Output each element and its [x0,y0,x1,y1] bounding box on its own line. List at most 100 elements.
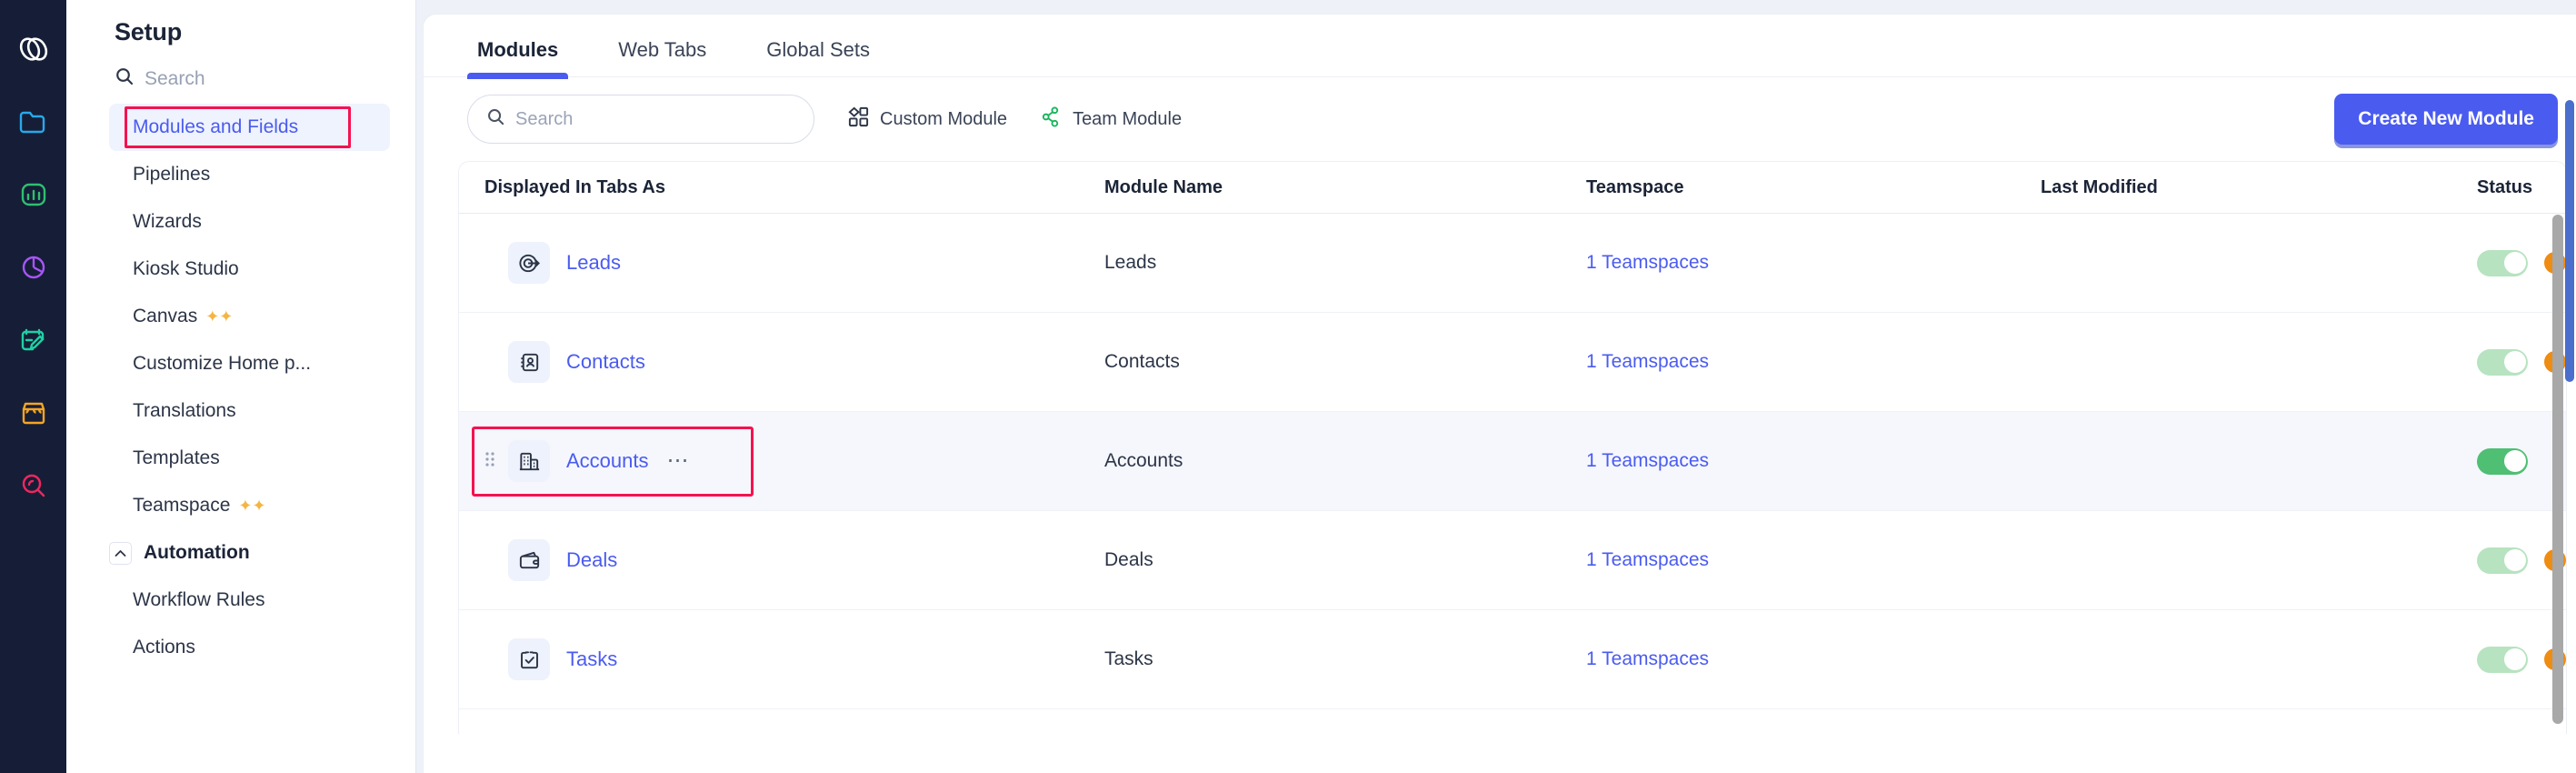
logo-icon[interactable] [0,13,66,85]
module-link[interactable]: Accounts [566,449,649,472]
search-input[interactable]: Search [467,95,814,144]
sidebar-search-placeholder: Search [145,67,205,89]
tab-modules[interactable]: Modules [467,38,569,79]
search-icon [486,107,505,131]
marketplace-icon[interactable] [0,376,66,449]
module-link[interactable]: Leads [566,251,621,274]
status-toggle[interactable] [2477,249,2528,276]
sidebar-item-label: Translations [133,400,236,421]
create-new-module-button[interactable]: Create New Module [2334,94,2558,145]
sidebar-group-label: Automation [144,542,250,563]
bar-chart-icon[interactable] [0,158,66,231]
building-icon [508,440,550,482]
sparkle-icon: ✦✦ [238,497,266,515]
table-row[interactable]: Leads ⋯ Leads 1 Teamspaces i [459,214,2566,313]
sidebar-item-wizards[interactable]: Wizards [109,198,390,246]
teamspace-link[interactable]: 1 Teamspaces [1586,549,1710,570]
teamspace-link[interactable]: 1 Teamspaces [1586,648,1710,669]
module-name-cell: Tasks [1104,648,1153,669]
custom-module-label: Custom Module [880,108,1008,129]
sidebar-item-customize-home-page[interactable]: Customize Home p... [109,340,390,387]
contact-card-icon [508,341,550,383]
table-header-row: Displayed In Tabs As Module Name Teamspa… [459,162,2566,214]
table-row[interactable]: Contacts ⋯ Contacts 1 Teamspaces i [459,313,2566,412]
team-module-button[interactable]: Team Module [1040,105,1182,134]
sidebar-item-label: Wizards [133,211,202,232]
search-placeholder: Search [515,108,574,129]
team-module-icon [1040,105,1063,134]
sidebar-item-modules-and-fields[interactable]: Modules and Fields [109,104,390,151]
sidebar-item-translations[interactable]: Translations [109,387,390,435]
teamspace-link[interactable]: 1 Teamspaces [1586,351,1710,372]
folder-icon[interactable] [0,85,66,158]
table-row[interactable]: Tasks ⋯ Tasks 1 Teamspaces i [459,610,2566,709]
main-content: Modules Web Tabs Global Sets Search [416,0,2576,773]
sidebar-item-teamspace[interactable]: Teamspace ✦✦ [109,482,390,529]
modules-table: Displayed In Tabs As Module Name Teamspa… [458,161,2567,734]
chevron-up-icon[interactable] [109,541,132,565]
page-title: Setup [115,18,183,45]
sidebar-item-label: Kiosk Studio [133,258,239,279]
search-insight-icon[interactable] [0,449,66,522]
sidebar-item-label: Templates [133,447,220,468]
teamspace-link[interactable]: 1 Teamspaces [1586,450,1710,471]
page-scrollbar-thumb[interactable] [2565,100,2574,382]
sidebar-search[interactable]: Search [66,46,415,91]
module-link[interactable]: Deals [566,548,618,571]
table-row[interactable]: Meetings ⋯ Meetings 1 Teamspaces i [459,709,2566,734]
wallet-icon [508,539,550,581]
status-toggle[interactable] [2477,447,2528,475]
target-icon [508,242,550,284]
module-link[interactable]: Tasks [566,648,618,670]
table-row[interactable]: Deals ⋯ Deals 1 Teamspaces i [459,511,2566,610]
module-link[interactable]: Contacts [566,350,645,373]
setup-sidebar: Setup Search Modules and Fields Pipeline… [66,0,416,773]
status-toggle[interactable] [2477,646,2528,673]
app-icon-rail [0,0,66,773]
sidebar-item-canvas[interactable]: Canvas ✦✦ [109,293,390,340]
sidebar-item-label: Customize Home p... [133,353,312,374]
module-name-cell: Deals [1104,549,1153,570]
column-header-displayed-in-tabs-as: Displayed In Tabs As [484,176,665,197]
row-more-options-icon[interactable]: ⋯ [666,448,691,473]
sidebar-item-pipelines[interactable]: Pipelines [109,151,390,198]
sidebar-item-kiosk-studio[interactable]: Kiosk Studio [109,246,390,293]
tab-web-tabs[interactable]: Web Tabs [618,38,707,61]
module-name-cell: Accounts [1104,450,1183,471]
sidebar-item-label: Teamspace [133,495,231,516]
column-header-last-modified: Last Modified [2041,176,2158,197]
pie-chart-icon[interactable] [0,231,66,304]
custom-module-button[interactable]: Custom Module [847,105,1007,134]
team-module-label: Team Module [1073,108,1183,129]
search-icon [115,66,135,91]
table-scrollbar[interactable] [2552,215,2563,724]
teamspace-link[interactable]: 1 Teamspaces [1586,252,1710,273]
sidebar-item-label: Pipelines [133,164,211,185]
drag-handle-icon[interactable] [484,450,504,473]
sidebar-item-label: Actions [133,637,195,658]
calendar-edit-icon[interactable] [0,304,66,376]
module-name-cell: Leads [1104,252,1157,273]
toolbar: Search Custom Module [424,77,2576,161]
clipboard-check-icon [508,638,550,680]
column-header-module-name: Module Name [1104,176,1223,197]
modules-card: Modules Web Tabs Global Sets Search [424,15,2576,773]
tab-bar: Modules Web Tabs Global Sets [424,15,2576,79]
status-toggle[interactable] [2477,348,2528,376]
tab-global-sets[interactable]: Global Sets [766,38,870,61]
sidebar-group-automation[interactable]: Automation [66,529,415,577]
table-row[interactable]: Accounts ⋯ Accounts 1 Teamspaces i [459,412,2566,511]
column-header-status: Status [2477,176,2533,197]
sidebar-item-label: Workflow Rules [133,589,265,610]
status-toggle[interactable] [2477,547,2528,574]
sidebar-item-actions[interactable]: Actions [109,624,390,671]
sidebar-item-workflow-rules[interactable]: Workflow Rules [109,577,390,624]
sidebar-item-templates[interactable]: Templates [109,435,390,482]
custom-module-icon [847,105,870,134]
page-scrollbar-track[interactable] [2563,0,2576,773]
sidebar-item-label: Modules and Fields [133,116,299,137]
module-name-cell: Contacts [1104,351,1180,372]
sidebar-menu: Modules and Fields Pipelines Wizards Kio… [66,104,415,671]
column-header-teamspace: Teamspace [1586,176,1684,197]
